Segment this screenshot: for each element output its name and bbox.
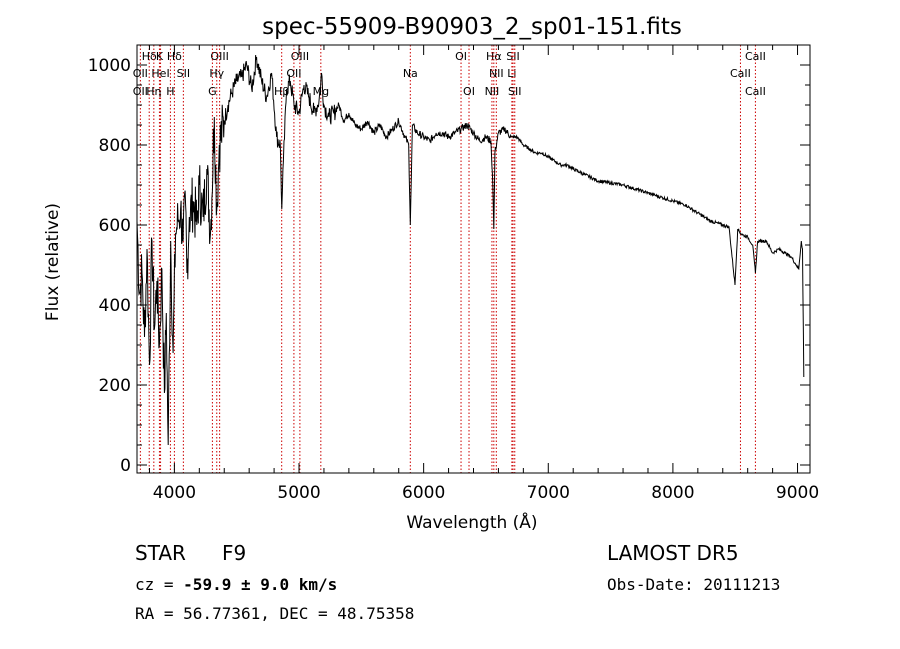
line-marker-label: CaII — [745, 50, 766, 63]
line-marker-label: Hη — [146, 85, 161, 98]
x-tick-label: 7000 — [527, 483, 570, 503]
object-subclass: F9 — [222, 541, 247, 565]
line-marker-label: NII — [489, 67, 504, 80]
cz-value: -59.9 ± 9.0 km/s — [183, 575, 338, 594]
line-marker-label: K — [156, 50, 164, 63]
line-marker-label: G — [208, 85, 217, 98]
x-tick-label: 6000 — [402, 483, 445, 503]
line-marker-label: OI — [455, 50, 467, 63]
sky-coordinates: RA = 56.77361, DEC = 48.75358 — [135, 604, 415, 623]
line-marker-label: SII — [177, 67, 190, 80]
y-tick-label: 200 — [99, 376, 131, 396]
spectrum-series — [136, 55, 805, 446]
line-marker-label: Hα — [486, 50, 502, 63]
line-marker-label: Mg — [313, 85, 329, 98]
plot-frame — [136, 44, 811, 474]
y-tick-label: 400 — [99, 296, 131, 316]
line-marker-label: Hγ — [209, 67, 224, 80]
line-marker-label: SII — [506, 50, 519, 63]
spectrum-line — [136, 55, 805, 446]
x-tick-label: 5000 — [277, 483, 320, 503]
line-marker-label: Li — [507, 67, 516, 80]
line-marker-label: OII — [133, 67, 148, 80]
line-marker-label: H — [166, 85, 174, 98]
line-marker-label: CaII — [745, 85, 766, 98]
observation-date: Obs-Date: 20111213 — [607, 575, 781, 594]
object-class: STAR — [135, 541, 186, 565]
y-tick-label: 0 — [120, 456, 131, 476]
line-marker-label: HeI — [151, 67, 169, 80]
y-axis-label: Flux (relative) — [43, 203, 63, 321]
line-marker-label: Hδ — [142, 50, 157, 63]
cz-label: cz = — [135, 575, 184, 594]
chart-title: spec-55909-B90903_2_sp01-151.fits — [262, 14, 682, 40]
line-marker-label: CaII — [730, 67, 751, 80]
redshift-readout: cz = -59.9 ± 9.0 km/s — [135, 575, 337, 594]
survey-name: LAMOST DR5 — [607, 541, 739, 565]
line-marker-label: Na — [403, 67, 418, 80]
axes: 4000 5000 6000 7000 8000 9000 0 200 400 600 800 100… — [88, 44, 819, 503]
y-tick-label: 800 — [99, 136, 131, 156]
line-marker-label: OII — [286, 67, 301, 80]
x-tick-label: 8000 — [651, 483, 694, 503]
line-marker-label: OIII — [210, 50, 228, 63]
line-marker-label: OI — [463, 85, 475, 98]
x-tick-label: 9000 — [776, 483, 819, 503]
y-tick-label: 600 — [99, 216, 131, 236]
x-axis-label: Wavelength (Å) — [406, 511, 537, 533]
line-marker-label: SII — [508, 85, 521, 98]
line-marker-label: OIII — [291, 50, 309, 63]
x-tick-label: 4000 — [153, 483, 196, 503]
y-tick-label: 1000 — [88, 56, 131, 76]
line-marker-label: NII — [485, 85, 500, 98]
line-marker-label: Hβ — [274, 85, 289, 98]
